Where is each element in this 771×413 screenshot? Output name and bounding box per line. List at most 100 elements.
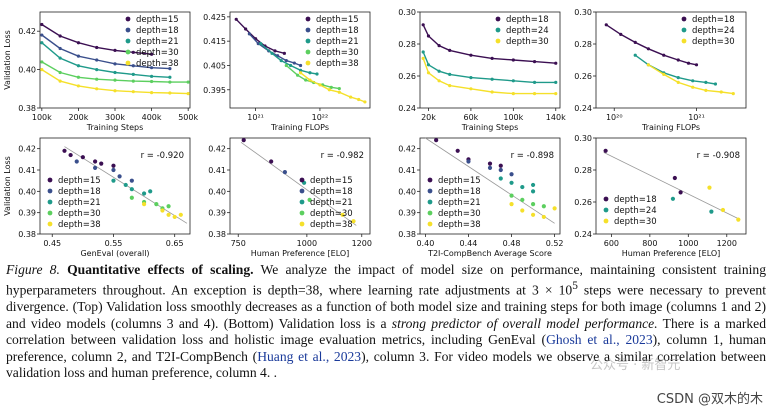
y-tick-label: 0.38: [18, 230, 36, 239]
legend-marker: [603, 218, 609, 224]
data-point: [704, 80, 708, 84]
legend-marker: [427, 210, 433, 216]
x-tick-label: 0.48: [503, 239, 521, 248]
data-point: [95, 68, 99, 72]
x-tick-label: 0.40: [416, 239, 434, 248]
data-point: [256, 41, 260, 46]
legend-label: depth=21: [438, 198, 481, 208]
x-tick-label: 10²¹: [688, 113, 705, 122]
legend-label: depth=30: [692, 37, 735, 47]
data-point: [234, 17, 238, 21]
data-point: [58, 79, 62, 83]
data-point: [604, 23, 608, 27]
y-axis-label: Validation Loss: [3, 156, 12, 216]
data-point: [149, 91, 154, 95]
data-point: [646, 63, 650, 67]
x-axis-label: Human Preference [ELO]: [251, 249, 350, 258]
legend-marker: [681, 38, 687, 44]
data-point: [337, 86, 341, 91]
data-point: [304, 78, 308, 82]
x-tick-label: 140k: [546, 113, 566, 122]
y-tick-label: 0.30: [574, 8, 592, 17]
legend-label: depth=18: [58, 187, 101, 197]
x-tick-label: 20k: [421, 113, 436, 122]
plot-frame: [419, 11, 561, 109]
data-point: [244, 27, 248, 31]
y-tick-label: 0.42: [18, 27, 36, 36]
data-point: [466, 159, 471, 164]
data-point: [58, 70, 62, 75]
data-point: [76, 41, 81, 45]
data-point: [421, 50, 425, 54]
caption-title: Quantitative effects of scaling.: [67, 262, 254, 277]
legend-label: depth=30: [136, 48, 179, 58]
data-point: [676, 80, 680, 84]
data-point: [448, 72, 452, 76]
y-tick-label: 0.26: [574, 198, 592, 207]
data-point: [186, 92, 190, 96]
data-point: [178, 212, 183, 217]
y-tick-label: 0.39: [208, 209, 226, 218]
data-point: [509, 193, 514, 198]
data-point: [633, 53, 637, 57]
data-point: [662, 72, 666, 76]
legend-marker: [125, 49, 131, 55]
y-tick-label: 0.28: [398, 40, 416, 49]
data-point: [296, 73, 300, 77]
x-axis-label: T2I-CompBench Average Score: [427, 249, 552, 258]
y-tick-label: 0.30: [574, 134, 592, 143]
citation-ghosh[interactable]: Ghosh et al., 2023: [546, 332, 653, 348]
data-point: [437, 69, 441, 73]
data-point: [670, 196, 676, 201]
x-tick-label: 750: [231, 239, 246, 248]
data-point: [498, 163, 503, 168]
data-point: [289, 63, 293, 68]
data-point: [448, 84, 452, 88]
y-tick-label: 0.415: [203, 37, 226, 46]
data-point: [149, 79, 154, 84]
data-point: [259, 41, 263, 46]
data-point: [40, 22, 44, 27]
legend-label: depth=38: [310, 220, 353, 230]
legend-marker: [495, 16, 501, 22]
data-point: [270, 51, 274, 55]
data-point: [168, 91, 172, 95]
data-point: [141, 202, 147, 207]
data-point: [329, 85, 333, 89]
data-point: [426, 71, 431, 75]
legend-marker: [299, 177, 305, 183]
citation-huang[interactable]: Huang et al., 2023: [257, 348, 362, 364]
y-tick-label: 0.40: [18, 66, 36, 75]
x-axis-label: Human Preference [ELO]: [622, 249, 721, 258]
chart-panel-8: 600 800 1000 1200 0.24 0.26 0.28 0.30 Human Pref…: [574, 134, 747, 258]
data-point: [509, 172, 514, 177]
legend-label: depth=15: [310, 176, 353, 186]
data-point: [273, 49, 277, 53]
data-point: [40, 33, 44, 37]
x-axis-label: GenEval (overall): [80, 249, 149, 258]
legend-label: depth=15: [316, 15, 359, 25]
caption-text-1: We analyze the impact of model size on p…: [6, 262, 767, 298]
legend-label: depth=21: [136, 37, 179, 47]
legend-label: depth=18: [438, 187, 481, 197]
data-point: [676, 76, 680, 80]
y-tick-label: 0.28: [574, 40, 592, 49]
data-point: [93, 159, 98, 164]
legend-marker: [305, 60, 311, 66]
caption-text-5: ), column 3. For video models we observe…: [6, 348, 767, 380]
data-point: [111, 178, 116, 183]
legend-label: depth=24: [614, 206, 657, 216]
legend-label: depth=15: [58, 176, 101, 186]
y-tick-label: 0.41: [208, 166, 226, 175]
legend-label: depth=24: [692, 26, 735, 36]
data-point: [426, 63, 431, 67]
fit-line: [603, 152, 741, 220]
data-point: [541, 214, 546, 220]
data-point: [426, 34, 431, 38]
y-tick-label: 0.41: [18, 166, 36, 175]
data-point: [498, 167, 503, 173]
data-point: [76, 75, 81, 79]
legend-label: depth=21: [310, 198, 353, 208]
